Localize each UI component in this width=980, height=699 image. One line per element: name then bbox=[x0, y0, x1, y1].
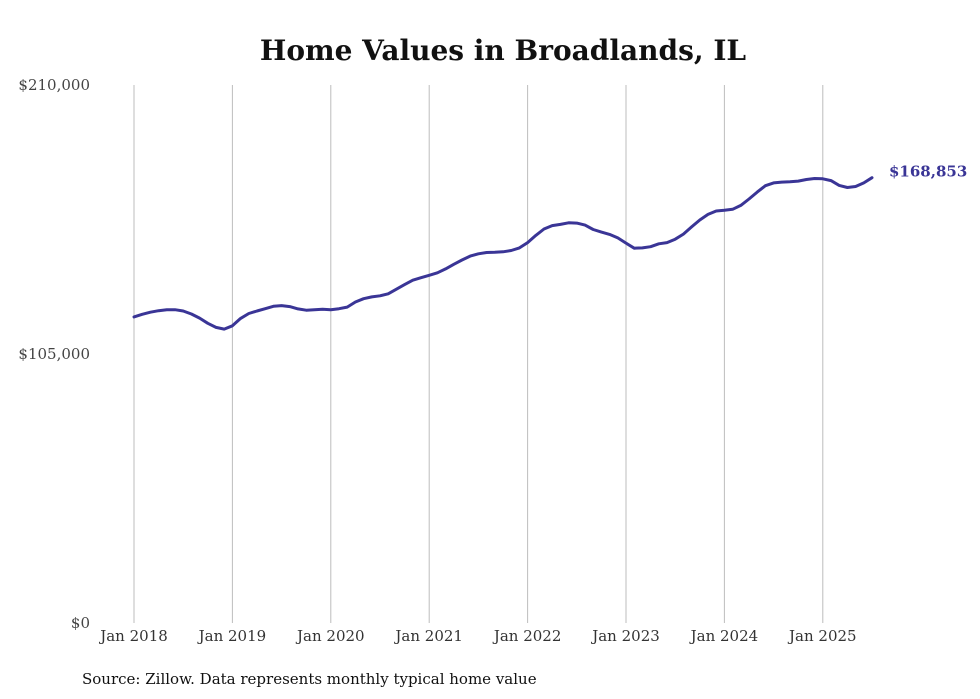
vertical-gridlines bbox=[133, 85, 824, 623]
latest-value-label: $168,853 bbox=[889, 163, 967, 181]
y-axis-tick-labels: $0 $105,000 $210,000 bbox=[18, 76, 90, 632]
x-tick-label: Jan 2021 bbox=[393, 627, 463, 645]
x-tick-label: Jan 2019 bbox=[197, 627, 267, 645]
x-tick-label: Jan 2020 bbox=[295, 627, 365, 645]
chart-title: Home Values in Broadlands, IL bbox=[260, 34, 747, 67]
x-tick-label: Jan 2025 bbox=[787, 627, 857, 645]
x-tick-label: Jan 2024 bbox=[689, 627, 759, 645]
home-value-series-line bbox=[132, 176, 874, 331]
y-tick-label: $210,000 bbox=[18, 76, 90, 94]
x-tick-label: Jan 2022 bbox=[492, 627, 562, 645]
x-tick-label: Jan 2023 bbox=[590, 627, 660, 645]
y-tick-label: $0 bbox=[71, 614, 90, 632]
x-axis-tick-labels: Jan 2018 Jan 2019 Jan 2020 Jan 2021 Jan 2022… bbox=[98, 627, 856, 645]
x-tick-label: Jan 2018 bbox=[98, 627, 168, 645]
source-note: Source: Zillow. Data represents monthly … bbox=[82, 670, 537, 688]
y-tick-label: $105,000 bbox=[18, 345, 90, 363]
